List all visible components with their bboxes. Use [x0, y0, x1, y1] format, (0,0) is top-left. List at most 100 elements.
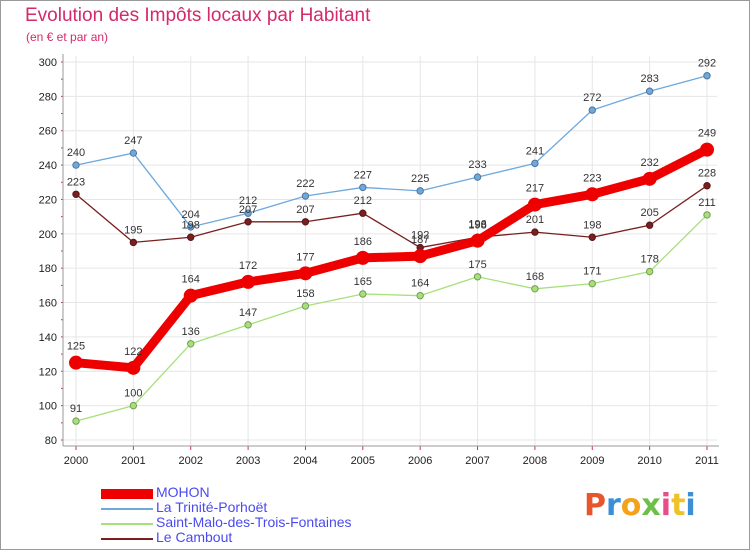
data-point [183, 288, 198, 303]
data-point [359, 290, 367, 298]
data-label: 192 [411, 230, 429, 242]
data-label: 122 [124, 346, 142, 358]
x-tick-label: 2001 [121, 455, 145, 467]
data-label: 100 [124, 388, 142, 400]
data-point [531, 159, 539, 168]
data-label: 201 [526, 214, 544, 226]
data-point [187, 233, 195, 241]
data-point [244, 218, 252, 226]
data-point [126, 360, 141, 375]
logo-letter: r [606, 488, 621, 523]
data-label: 171 [583, 266, 601, 278]
data-label: 164 [182, 274, 200, 286]
data-label: 207 [296, 204, 314, 216]
data-label: 211 [698, 197, 716, 209]
data-label: 247 [124, 135, 142, 147]
data-point [700, 142, 714, 157]
data-label: 164 [411, 278, 429, 290]
data-point [72, 161, 80, 169]
x-tick-label: 2000 [64, 455, 88, 467]
legend-label: Le Cambout [156, 529, 233, 545]
data-label: 178 [640, 254, 658, 266]
data-label: 228 [698, 168, 716, 180]
x-tick-label: 2006 [408, 455, 432, 467]
data-point [129, 238, 138, 247]
data-point [301, 302, 310, 310]
data-label: 227 [354, 169, 372, 181]
data-label: 223 [583, 172, 601, 184]
data-label: 177 [296, 251, 314, 263]
data-point [585, 187, 600, 202]
data-point [645, 267, 654, 276]
proxiti-logo: Proxiti [584, 488, 696, 523]
x-tick-label: 2007 [465, 455, 489, 467]
data-point [241, 274, 256, 289]
chart-subtitle: (en € et par an) [26, 30, 109, 44]
data-point [473, 273, 482, 281]
x-tick-label: 2005 [351, 455, 375, 467]
x-tick-label: 2010 [637, 455, 661, 467]
logo-letter: i [660, 488, 672, 523]
data-label: 198 [583, 219, 601, 231]
data-point [642, 171, 657, 186]
data-point [527, 197, 542, 212]
y-tick-label: 160 [39, 298, 57, 310]
y-tick-label: 260 [39, 126, 57, 138]
chart-title: Evolution des Impôts locaux par Habitant [25, 5, 371, 26]
data-label: 91 [70, 403, 82, 415]
data-label: 222 [296, 178, 314, 190]
series-line-1 [75, 75, 708, 228]
data-label: 212 [239, 195, 257, 207]
data-label: 232 [640, 157, 658, 169]
data-point [72, 190, 80, 199]
data-label: 172 [239, 260, 257, 272]
data-label: 233 [468, 159, 486, 171]
data-label: 207 [239, 204, 257, 216]
x-tick-label: 2004 [293, 455, 317, 467]
y-tick-label: 100 [39, 401, 57, 413]
x-tick-label: 2009 [580, 455, 604, 467]
logo-letter: t [671, 488, 686, 523]
data-point [588, 279, 596, 288]
legend-label: Saint-Malo-des-Trois-Fontaines [156, 514, 352, 530]
data-point [588, 233, 596, 241]
data-label: 249 [698, 128, 716, 140]
data-label: 241 [526, 145, 544, 157]
data-label: 147 [239, 307, 257, 319]
data-label: 168 [526, 271, 544, 283]
logo-letter: i [685, 488, 696, 523]
data-point [703, 211, 711, 219]
data-point [187, 223, 195, 231]
x-tick-label: 2002 [178, 455, 202, 467]
data-label: 196 [468, 219, 486, 231]
data-label: 272 [583, 92, 601, 104]
legend-swatch [101, 489, 153, 499]
data-label: 204 [182, 209, 200, 221]
data-label: 198 [468, 219, 486, 231]
data-label: 223 [67, 176, 85, 188]
data-point [359, 209, 367, 217]
data-label: 292 [698, 58, 716, 70]
data-point [645, 221, 654, 229]
y-tick-label: 300 [39, 57, 57, 69]
x-tick-label: 2003 [236, 455, 260, 467]
logo-letter: x [641, 488, 661, 523]
data-label: 165 [354, 276, 372, 288]
data-label: 125 [67, 341, 85, 353]
plot-area [63, 56, 723, 446]
data-point [416, 291, 424, 300]
data-label: 283 [640, 73, 658, 85]
data-label: 240 [67, 147, 85, 159]
data-label: 175 [468, 259, 486, 271]
x-tick-label: 2008 [523, 455, 547, 467]
series-line-2 [75, 214, 708, 422]
data-point [244, 321, 252, 329]
data-label: 205 [640, 207, 658, 219]
x-tick-label: 2011 [695, 455, 719, 467]
data-point [531, 285, 539, 293]
data-point [470, 233, 485, 248]
data-label: 212 [354, 195, 372, 207]
data-point [355, 250, 370, 265]
data-label: 198 [182, 219, 200, 231]
